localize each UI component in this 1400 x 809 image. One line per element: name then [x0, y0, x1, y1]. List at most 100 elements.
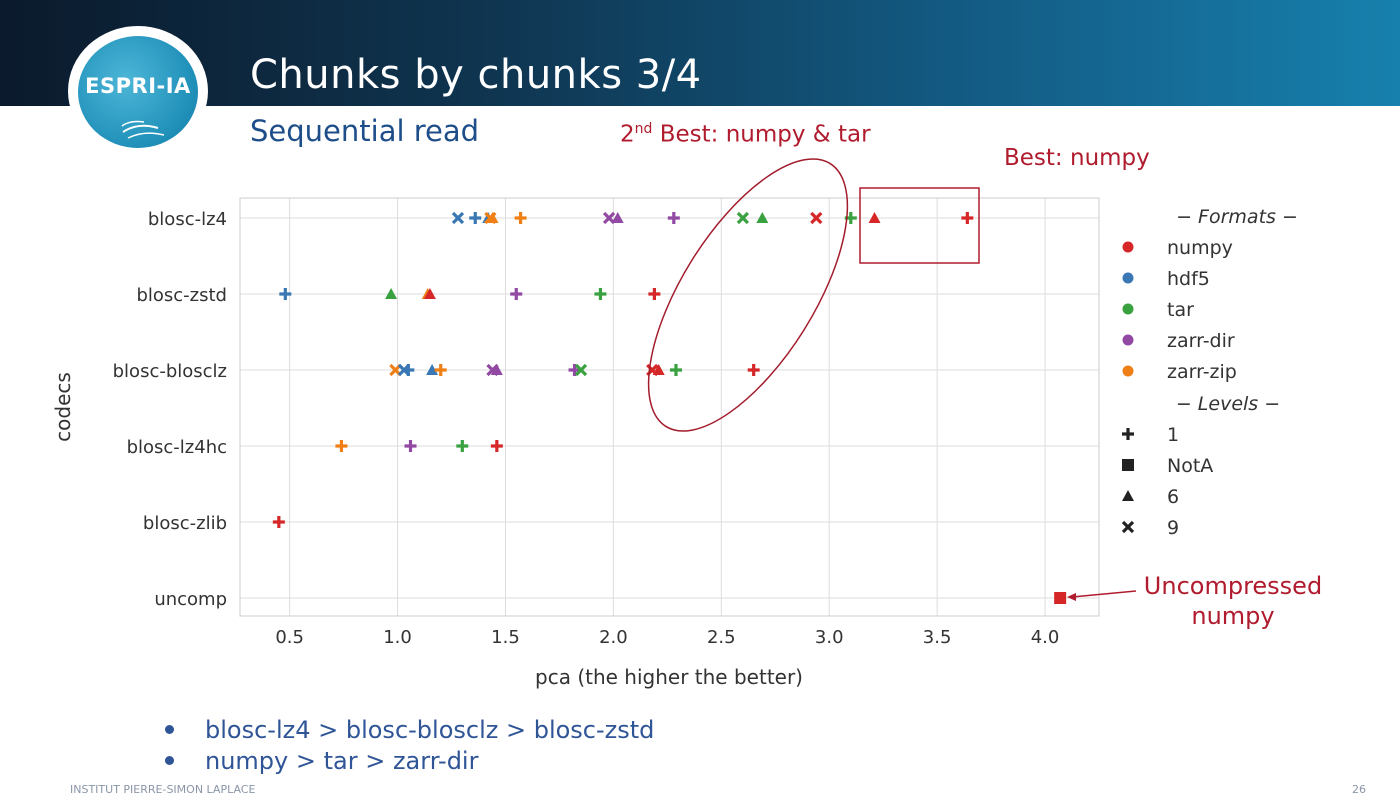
- data-point: [736, 211, 750, 225]
- best-box: [859, 187, 980, 264]
- x-tick-label: 4.0: [1031, 627, 1060, 648]
- legend-marker-icon: [1122, 490, 1134, 501]
- title-banner: [0, 0, 1400, 106]
- legend-marker-icon: [1121, 520, 1135, 534]
- data-point: [961, 212, 974, 224]
- legend-format-label: hdf5: [1167, 268, 1210, 290]
- data-point: [669, 364, 682, 376]
- data-point: [510, 288, 523, 300]
- data-point: [423, 288, 436, 299]
- legend-marker-icon: [1122, 303, 1134, 315]
- legend-format-label: numpy: [1167, 237, 1233, 259]
- y-tick-label: blosc-zstd: [136, 285, 227, 306]
- tick-labels: 0.5 1.0 1.5 2.0 2.5 3.0 3.5 4.0 blosc-lz4 blosc-z…: [113, 209, 1060, 648]
- data-point: [648, 288, 661, 300]
- swirl-icon: [121, 120, 165, 139]
- best-annotation: Best: numpy: [1004, 145, 1150, 171]
- data-point: [652, 364, 665, 375]
- legend-marker-icon: [1122, 241, 1134, 253]
- x-tick-label: 2.0: [599, 627, 628, 648]
- uncompressed-line2: numpy: [1191, 602, 1275, 630]
- bullet-item: blosc-lz4 > blosc-blosclz > blosc-zstd: [165, 714, 654, 745]
- data-point: [490, 440, 503, 452]
- data-point: [568, 364, 581, 376]
- legend-level-label: 9: [1167, 517, 1179, 539]
- second-best-rest: Best: numpy & tar: [652, 121, 871, 148]
- bullet-list: blosc-lz4 > blosc-blosclz > blosc-zstd n…: [165, 714, 654, 776]
- second-best-annotation: 2nd Best: numpy & tar: [620, 121, 871, 148]
- legend-marker-icon: [1122, 365, 1134, 377]
- y-tick-label: blosc-blosclz: [113, 361, 227, 382]
- data-point: [272, 516, 285, 528]
- data-point: [1054, 592, 1067, 604]
- data-point: [404, 440, 417, 452]
- x-tick-label: 3.0: [815, 627, 844, 648]
- data-point: [868, 212, 881, 223]
- bullet-item: numpy > tar > zarr-dir: [165, 745, 654, 776]
- uncompressed-arrow-line: [1071, 590, 1137, 598]
- legend-level-label: 1: [1167, 424, 1179, 446]
- data-point: [667, 212, 680, 224]
- data-point: [426, 364, 439, 375]
- x-axis-label: pca (the higher the better): [535, 665, 803, 689]
- bullet-text: blosc-lz4 > blosc-blosclz > blosc-zstd: [205, 715, 655, 744]
- grid: [240, 198, 1099, 616]
- x-tick-label: 2.5: [707, 627, 736, 648]
- y-tick-label: uncomp: [154, 589, 227, 610]
- data-point: [594, 288, 607, 300]
- data-point: [747, 364, 760, 376]
- legend-format-label: tar: [1167, 299, 1194, 321]
- second-best-ellipse: [647, 158, 849, 432]
- uncompressed-annotation: Uncompressed numpy: [1128, 571, 1338, 631]
- logo-badge: ESPRI-IA: [78, 36, 198, 148]
- slide-title: Chunks by chunks 3/4: [250, 52, 702, 98]
- data-point: [490, 364, 503, 375]
- legend-level-label: NotA: [1167, 455, 1213, 477]
- bullet-dot-icon: [165, 756, 174, 765]
- legend-marker-icon: [1122, 272, 1134, 284]
- legend-levels-title: − Levels −: [1176, 393, 1280, 415]
- data-point: [756, 212, 769, 223]
- data-point: [385, 288, 398, 299]
- legend-formats-title: − Formats −: [1176, 206, 1298, 228]
- legend-level-label: 6: [1167, 486, 1179, 508]
- y-tick-label: blosc-lz4hc: [127, 437, 227, 458]
- slide-subtitle: Sequential read: [250, 114, 480, 148]
- data-point: [402, 364, 415, 376]
- x-tick-label: 3.5: [923, 627, 952, 648]
- data-points: [272, 211, 1067, 604]
- y-tick-label: blosc-lz4: [148, 209, 227, 230]
- uncompressed-line1: Uncompressed: [1143, 572, 1323, 600]
- logo-text: ESPRI-IA: [85, 74, 191, 98]
- y-tick-label: blosc-zlib: [143, 513, 227, 534]
- data-point: [574, 363, 588, 377]
- data-point: [434, 364, 447, 376]
- legend-marker-icon: [1122, 428, 1134, 440]
- footer-institute: INSTITUT PIERRE-SIMON LAPLACE: [70, 783, 256, 796]
- data-point: [486, 212, 499, 223]
- x-tick-label: 1.5: [491, 627, 520, 648]
- bullet-dot-icon: [165, 725, 174, 734]
- data-point: [451, 211, 465, 225]
- plot-frame: [239, 197, 1100, 617]
- data-point: [335, 440, 348, 452]
- page-number: 26: [1352, 783, 1366, 796]
- data-point: [456, 440, 469, 452]
- data-point: [611, 212, 624, 223]
- y-axis-label: codecs: [51, 372, 75, 442]
- second-best-sup: nd: [634, 121, 653, 137]
- x-tick-label: 1.0: [383, 627, 412, 648]
- second-best-prefix: 2: [620, 121, 635, 148]
- legend-marker-icon: [1122, 459, 1134, 471]
- arrow-head-icon: [1067, 593, 1076, 601]
- data-point: [810, 211, 823, 225]
- data-point: [514, 212, 527, 224]
- espri-ia-logo: ESPRI-IA: [68, 26, 208, 156]
- data-point: [279, 288, 292, 300]
- legend: − Formats − numpy hdf5 tar zarr-dir zarr-zip −…: [1121, 206, 1298, 539]
- legend-format-label: zarr-zip: [1167, 361, 1237, 383]
- legend-marker-icon: [1122, 334, 1134, 346]
- x-tick-label: 0.5: [275, 627, 304, 648]
- data-point: [469, 212, 482, 224]
